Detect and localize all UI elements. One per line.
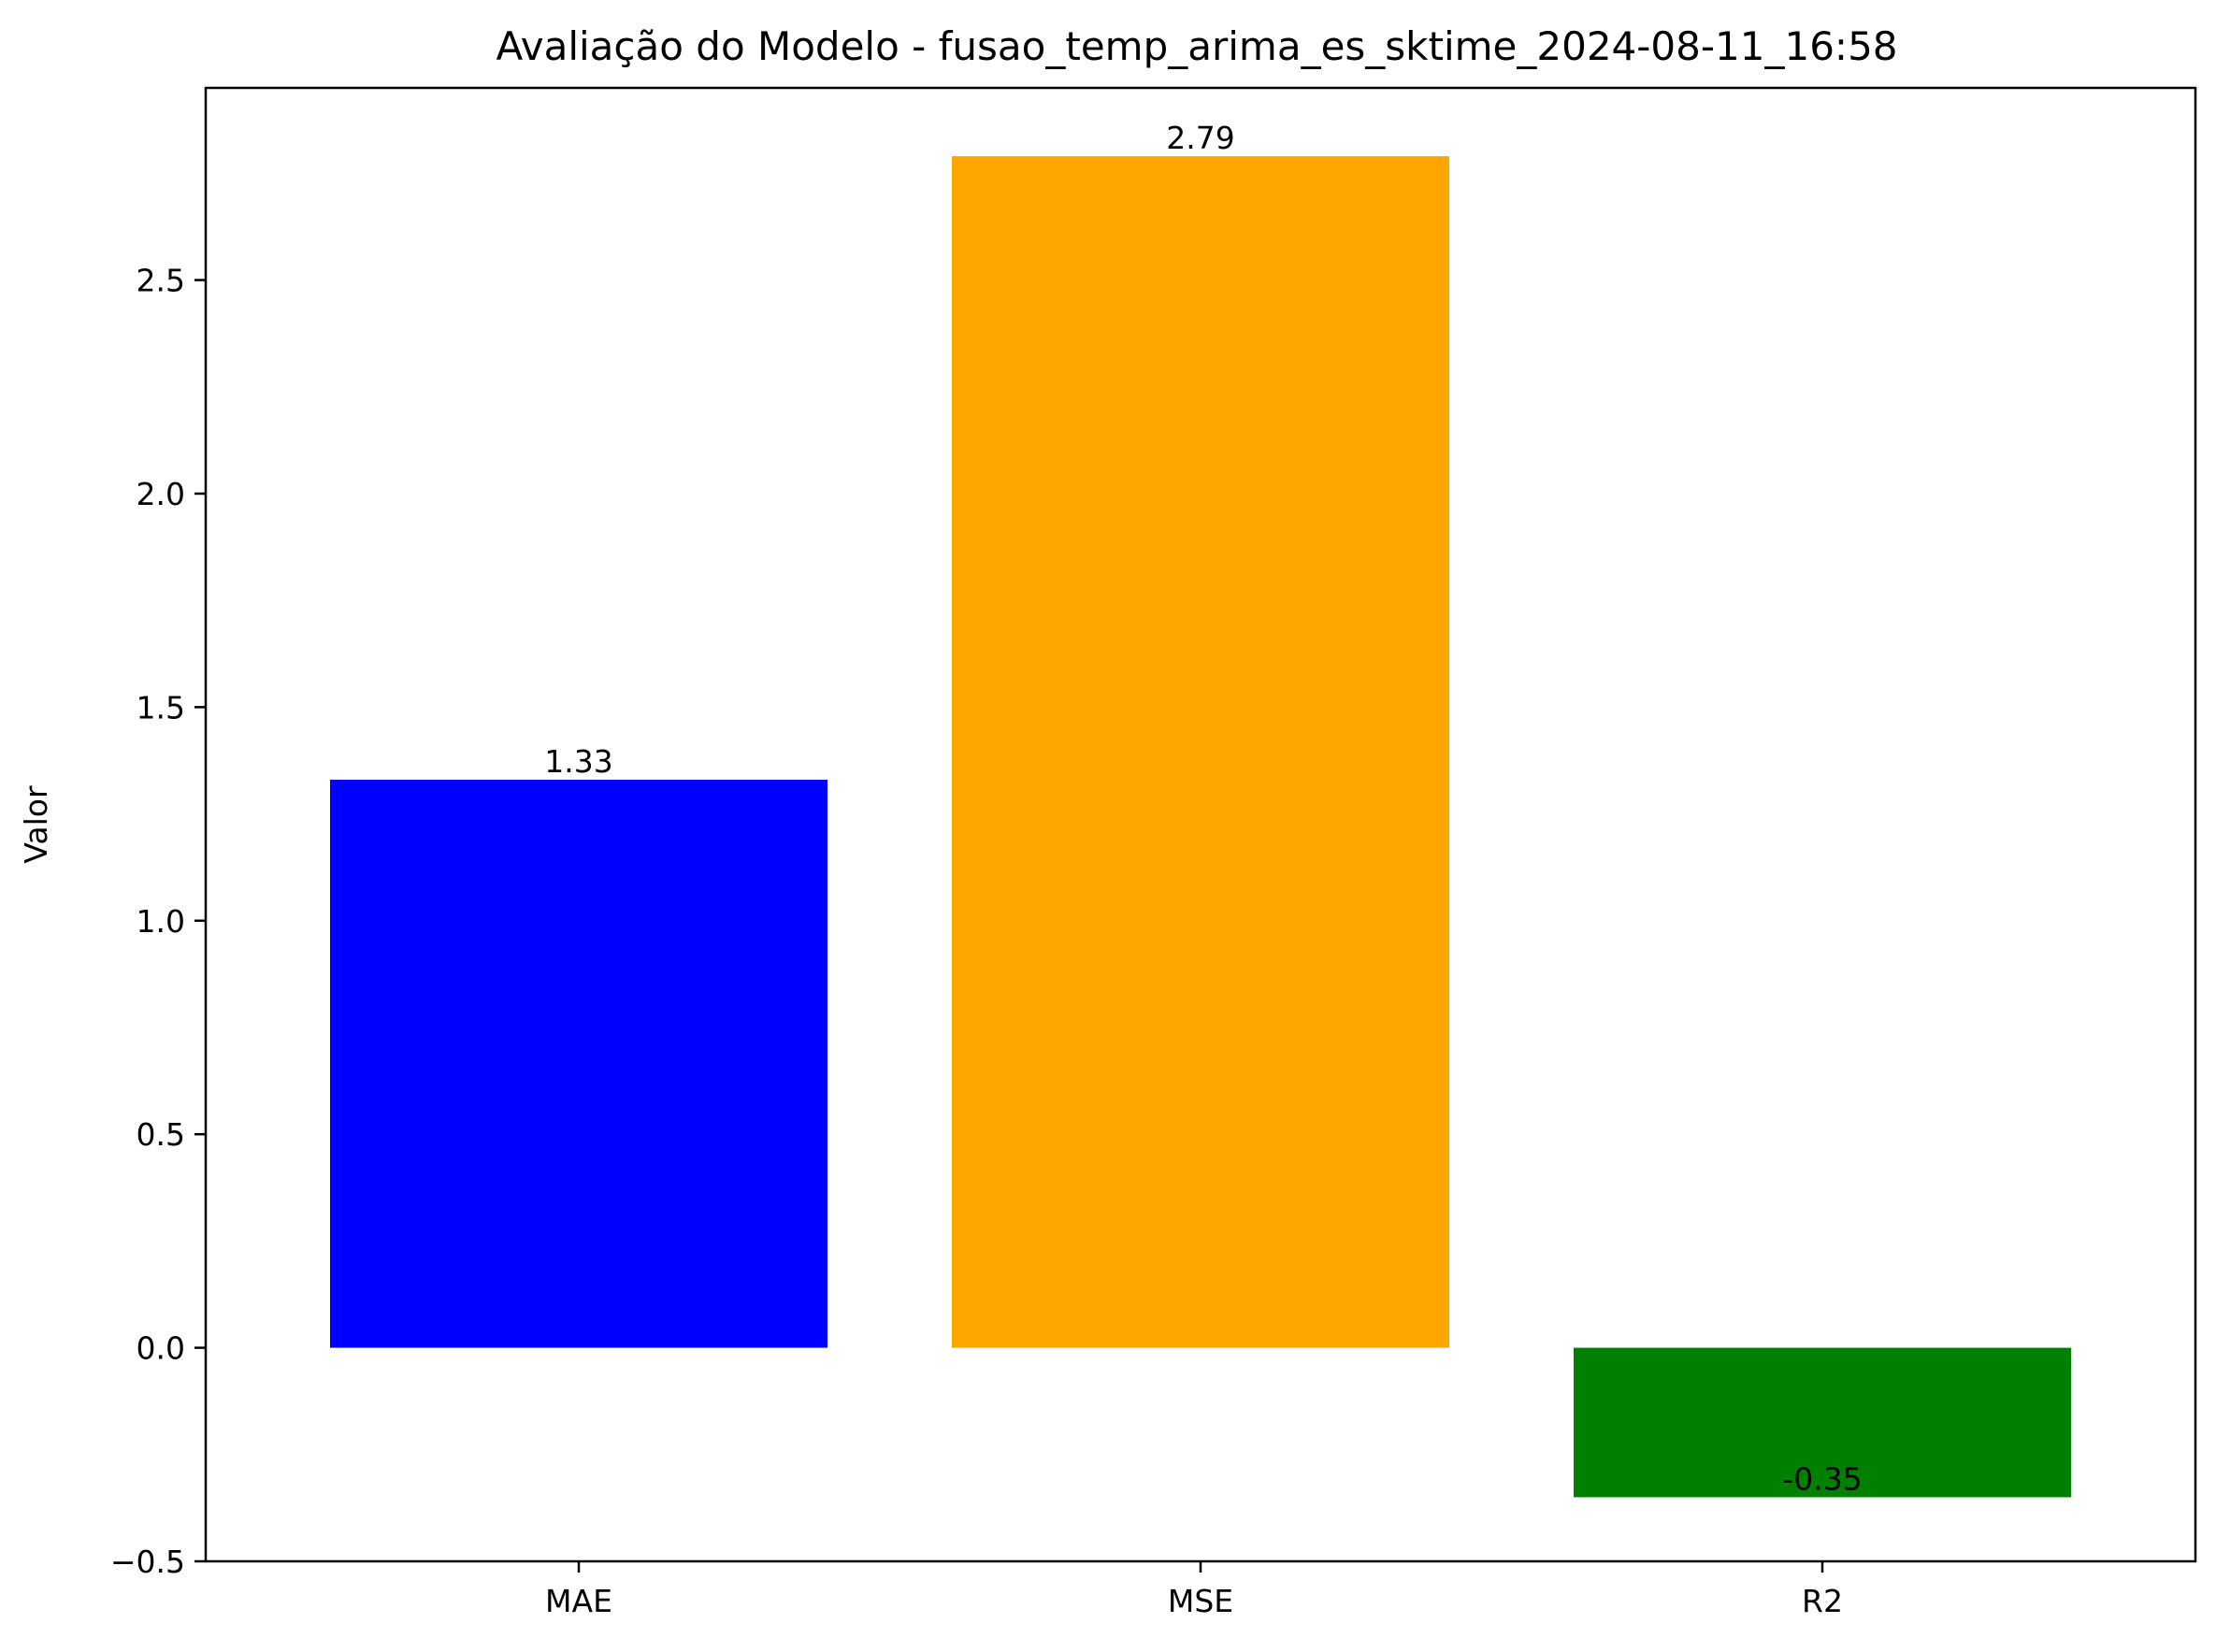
bar-r2 xyxy=(1574,1347,2071,1498)
y-tick-label: 2.5 xyxy=(137,263,185,299)
data-label-r2: -0.35 xyxy=(1782,1460,1862,1497)
y-tick-label: 1.5 xyxy=(137,689,185,725)
x-tick-label-mae: MAE xyxy=(545,1583,612,1619)
y-tick-label: 1.0 xyxy=(137,903,185,940)
x-tick-label-mse: MSE xyxy=(1168,1583,1233,1619)
y-tick-label: −0.5 xyxy=(110,1544,185,1580)
data-label-mse: 2.79 xyxy=(1166,120,1234,156)
bar-mae xyxy=(330,780,827,1348)
bar-mse xyxy=(952,156,1449,1348)
bars-group xyxy=(330,156,2071,1498)
y-axis-ticks: −0.5 0.0 0.5 1.0 1.5 2.0 2.5 xyxy=(110,263,206,1580)
y-axis-label: Valor xyxy=(18,785,54,864)
x-tick-label-r2: R2 xyxy=(1802,1583,1843,1619)
y-tick-label: 0.0 xyxy=(137,1330,185,1367)
x-axis-ticks: MAE MSE R2 xyxy=(545,1561,1843,1619)
plot-area-frame xyxy=(204,86,2197,1563)
chart-title: Avaliação do Modelo - fusao_temp_arima_e… xyxy=(496,23,1897,69)
y-tick-label: 0.5 xyxy=(137,1116,185,1153)
data-label-mae: 1.33 xyxy=(544,743,612,780)
y-tick-label: 2.0 xyxy=(137,476,185,512)
data-labels-group: 1.33 2.79 -0.35 xyxy=(544,120,1862,1497)
